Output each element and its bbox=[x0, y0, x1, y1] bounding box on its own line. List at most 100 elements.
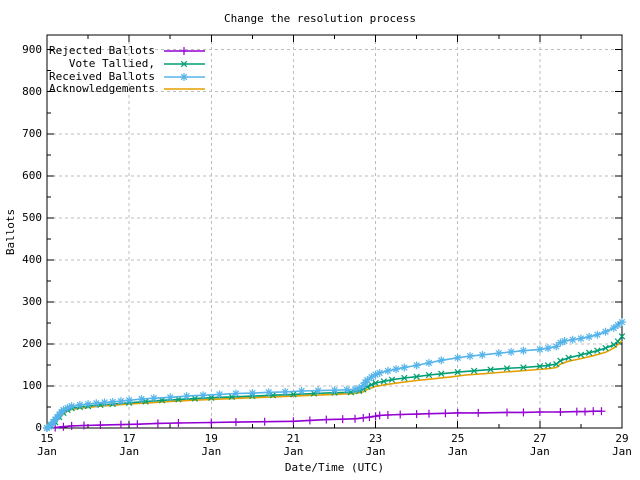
marker-star bbox=[413, 362, 420, 369]
legend-line-cross-icon bbox=[164, 60, 205, 68]
marker-cross bbox=[470, 367, 478, 375]
marker-star bbox=[180, 73, 188, 80]
marker-star bbox=[368, 373, 375, 381]
marker-cross bbox=[310, 390, 318, 397]
marker-star bbox=[138, 395, 145, 403]
marker-star bbox=[84, 400, 92, 408]
marker-star bbox=[577, 335, 585, 342]
marker-star bbox=[351, 386, 359, 393]
marker-star bbox=[93, 399, 100, 407]
marker-star bbox=[618, 318, 626, 326]
marker-cross bbox=[347, 389, 355, 396]
marker-cross bbox=[577, 351, 585, 359]
legend-row-acknowledgements: Acknowledgements bbox=[49, 83, 207, 96]
marker-cross bbox=[364, 383, 371, 391]
marker-star bbox=[265, 389, 273, 396]
marker-cross bbox=[180, 60, 188, 68]
series-rejected-ballots bbox=[43, 407, 606, 432]
marker-cross bbox=[388, 376, 396, 383]
legend-line-star-icon bbox=[164, 72, 205, 81]
marker-star bbox=[68, 402, 75, 410]
legend-row-received-ballots: Received Ballots bbox=[49, 70, 207, 83]
marker-star bbox=[610, 324, 618, 332]
marker-cross bbox=[487, 366, 494, 373]
marker-star bbox=[585, 333, 593, 341]
marker-cross bbox=[425, 371, 433, 379]
marker-star bbox=[298, 387, 305, 395]
legend-label-acknowledgements: Acknowledgements bbox=[49, 82, 155, 96]
marker-star bbox=[281, 388, 289, 396]
marker-cross bbox=[618, 333, 626, 340]
marker-star bbox=[355, 384, 363, 392]
marker-cross bbox=[438, 370, 445, 378]
marker-cross bbox=[557, 357, 564, 364]
marker-star bbox=[199, 391, 207, 399]
marker-star bbox=[183, 392, 190, 400]
marker-cross bbox=[380, 378, 388, 385]
marker-star bbox=[343, 386, 351, 393]
series-acknowledgements bbox=[46, 340, 623, 429]
marker-star bbox=[76, 401, 84, 409]
marker-cross bbox=[401, 374, 408, 382]
marker-star bbox=[602, 328, 609, 335]
marker-star bbox=[109, 398, 116, 406]
series-received-ballots bbox=[43, 318, 626, 432]
legend-row-vote-tallied: Vote Tallied, bbox=[49, 58, 207, 71]
marker-cross bbox=[372, 379, 379, 387]
marker-cross bbox=[290, 391, 297, 398]
marker-star bbox=[331, 386, 338, 394]
legend-label-rejected-ballots: Rejected Ballots bbox=[49, 44, 155, 58]
marker-star bbox=[401, 364, 408, 371]
series-line bbox=[46, 340, 623, 429]
marker-cross bbox=[594, 347, 601, 354]
marker-star bbox=[384, 367, 392, 375]
marker-star bbox=[520, 347, 527, 354]
marker-star bbox=[561, 337, 568, 345]
marker-star bbox=[125, 397, 133, 404]
marker-cross bbox=[413, 373, 420, 380]
series-vote-tallied bbox=[43, 333, 626, 432]
marker-star bbox=[544, 344, 552, 352]
legend-label-received-ballots: Received Ballots bbox=[49, 69, 155, 83]
marker-cross bbox=[191, 395, 199, 402]
marker-star bbox=[438, 357, 445, 364]
x-axis-label: Date/Time (UTC) bbox=[284, 461, 385, 474]
marker-star bbox=[166, 394, 174, 401]
marker-star bbox=[425, 359, 433, 367]
legend-line-plain-icon bbox=[164, 88, 205, 91]
marker-cross bbox=[269, 391, 277, 399]
chart-title: Change the resolution process bbox=[223, 12, 417, 25]
legend-label-vote-tallied: Vote Tallied, bbox=[68, 57, 155, 71]
marker-star bbox=[507, 348, 515, 356]
marker-cross bbox=[368, 381, 375, 388]
marker-cross bbox=[142, 398, 149, 405]
marker-star bbox=[392, 365, 400, 373]
marker-star bbox=[614, 321, 622, 329]
marker-cross bbox=[602, 344, 609, 352]
legend: Rejected Ballots Vote Tallied, Received … bbox=[49, 45, 207, 96]
marker-star bbox=[466, 352, 474, 360]
marker-star bbox=[150, 394, 158, 402]
marker-star bbox=[376, 369, 383, 377]
marker-cross bbox=[175, 396, 182, 403]
marker-cross bbox=[585, 349, 593, 356]
marker-star bbox=[495, 349, 503, 357]
marker-star bbox=[364, 376, 371, 384]
marker-cross bbox=[208, 394, 215, 401]
marker-star bbox=[569, 336, 576, 343]
marker-cross bbox=[614, 338, 622, 345]
marker-cross bbox=[544, 362, 552, 369]
marker-star bbox=[216, 391, 223, 398]
marker-cross bbox=[565, 354, 572, 362]
marker-cross bbox=[503, 365, 511, 372]
legend-row-rejected-ballots: Rejected Ballots bbox=[49, 45, 207, 58]
marker-star bbox=[117, 397, 125, 405]
marker-star bbox=[454, 354, 461, 362]
marker-star bbox=[536, 346, 544, 353]
marker-cross bbox=[520, 364, 527, 371]
marker-cross bbox=[454, 368, 461, 376]
marker-star bbox=[594, 331, 601, 338]
marker-star bbox=[249, 389, 256, 397]
